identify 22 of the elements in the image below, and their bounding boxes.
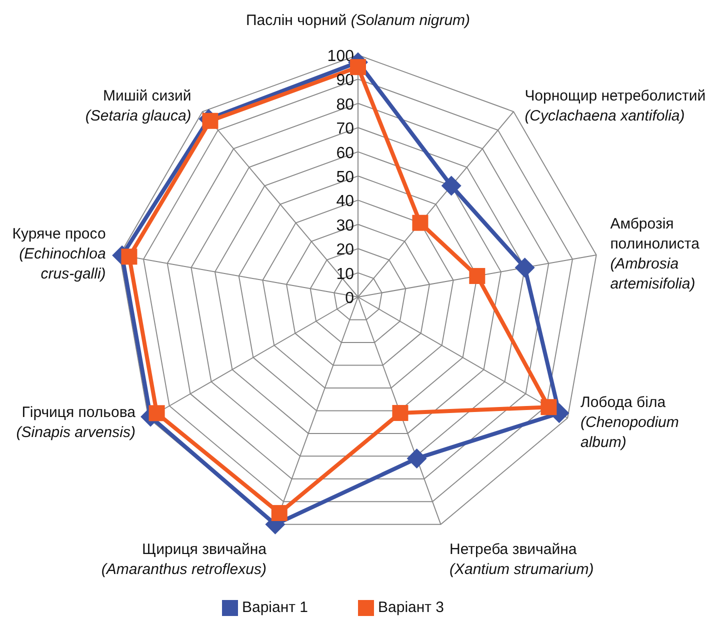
y-tick-label: 80 [336, 96, 354, 114]
y-tick-label: 40 [336, 193, 354, 210]
spoke-label: Мишій сизий (Setaria glauca) [85, 87, 192, 124]
y-tick-label: 0 [345, 290, 354, 307]
spoke-label: Лобода біла (Chenopodium album) [580, 394, 679, 451]
spoke-label: Чорнощир нетреболистий (Cyclachaena xantifolia) [524, 87, 706, 124]
legend-label: Варіант 3 [378, 598, 444, 616]
y-tick-label: 100 [327, 48, 354, 65]
y-tick-label: 50 [336, 169, 354, 186]
y-tick-label: 70 [336, 120, 354, 138]
y-tick-label: 60 [336, 144, 354, 162]
spoke-label: Щириця звичайна (Amaranthus retroflexus) [101, 540, 268, 578]
spoke-label: Нетреба звичайна (Xantium strumarium) [450, 540, 594, 578]
y-tick-label: 20 [336, 242, 354, 259]
y-tick-label: 90 [336, 72, 354, 90]
spoke-label: Гірчиця польова (Sinapis arvensis) [16, 404, 136, 441]
spoke-label: Амброзія полинолиста (Ambrosia artemisifolia) [610, 216, 700, 293]
spoke-label: Куряче просо (Echinochloa crus-galli) [12, 226, 106, 283]
y-tick-label: 10 [336, 266, 354, 283]
y-tick-label: 30 [336, 217, 354, 234]
legend-label: Варіант 1 [242, 598, 308, 616]
spoke-label: Паслін чорний (Solanum nigrum) [246, 12, 470, 29]
